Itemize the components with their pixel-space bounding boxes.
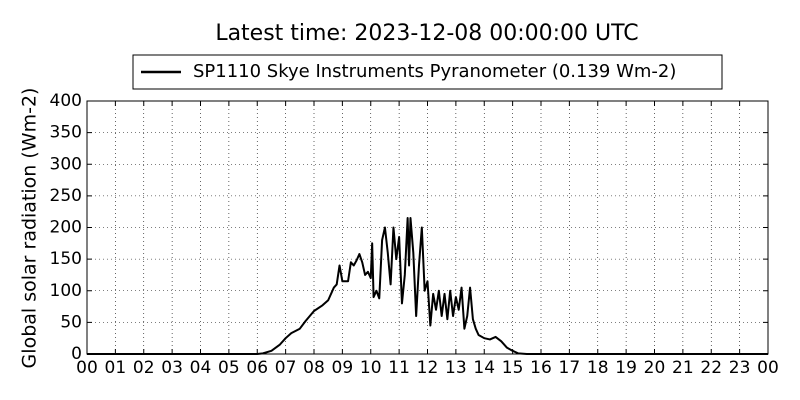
y-axis-label: Global solar radiation (Wm-2) (19, 88, 41, 369)
x-tick-label: 02 (133, 358, 155, 378)
legend-label: SP1110 Skye Instruments Pyranometer (0.1… (193, 61, 676, 82)
y-tick-label: 150 (50, 249, 82, 269)
x-tick-label: 00 (76, 358, 98, 378)
x-tick-label: 13 (445, 358, 467, 378)
x-tick-label: 01 (105, 358, 127, 378)
y-tick-label: 300 (50, 154, 82, 174)
y-tick-label: 50 (60, 312, 82, 332)
legend-box (132, 54, 723, 90)
y-tick-label: 100 (50, 281, 82, 301)
y-tick-label: 200 (50, 218, 82, 238)
x-tick-label: 17 (559, 358, 581, 378)
x-tick-label: 04 (190, 358, 212, 378)
chart-title: Latest time: 2023-12-08 00:00:00 UTC (215, 21, 638, 46)
x-tick-label: 11 (388, 358, 410, 378)
y-tick-label: 250 (50, 186, 82, 206)
plot-frame (86, 100, 769, 355)
y-tick-label: 350 (50, 123, 82, 143)
x-tick-label: 22 (700, 358, 722, 378)
x-tick-label: 12 (417, 358, 439, 378)
data-line (87, 217, 768, 355)
x-tick-label: 15 (502, 358, 524, 378)
x-tick-label: 10 (360, 358, 382, 378)
x-tick-label: 21 (672, 358, 694, 378)
x-tick-label: 03 (161, 358, 183, 378)
x-tick-label: 23 (729, 358, 751, 378)
x-tick-label: 06 (246, 358, 268, 378)
x-tick-label: 05 (218, 358, 240, 378)
x-tick-label: 00 (757, 358, 779, 378)
x-tick-label: 08 (303, 358, 325, 378)
x-tick-label: 18 (587, 358, 609, 378)
x-tick-label: 14 (473, 358, 495, 378)
y-tick-label: 400 (50, 91, 82, 111)
x-tick-label: 20 (644, 358, 666, 378)
x-tick-label: 19 (615, 358, 637, 378)
x-tick-label: 16 (530, 358, 552, 378)
x-tick-label: 09 (332, 358, 354, 378)
x-tick-label: 07 (275, 358, 297, 378)
y-tick-label: 0 (71, 344, 82, 364)
